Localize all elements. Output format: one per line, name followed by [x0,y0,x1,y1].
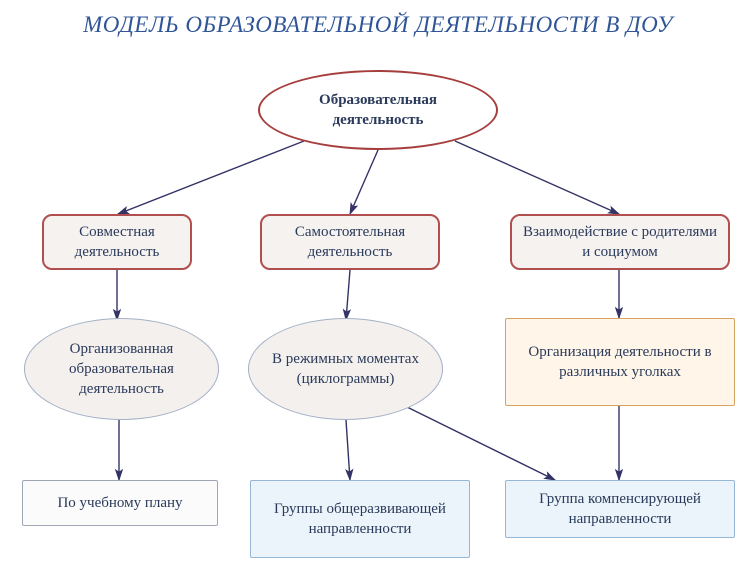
node-a2: Самостоятельная деятельность [260,214,440,270]
node-a1-label: Совместная деятельность [54,222,180,263]
node-root-label: Образовательная деятельность [278,90,478,131]
node-c2-label: Группы общеразвивающей направленности [261,499,459,540]
node-a1: Совместная деятельность [42,214,192,270]
node-b3-label: Организация деятельности в различных уго… [516,342,724,383]
node-a3: Взаимодействие с родителями и социумом [510,214,730,270]
node-b1-label: Организованная образовательная деятельно… [43,339,200,400]
page-title: МОДЕЛЬ ОБРАЗОВАТЕЛЬНОЙ ДЕЯТЕЛЬНОСТИ В ДО… [0,12,756,38]
node-c2: Группы общеразвивающей направленности [250,480,470,558]
node-a3-label: Взаимодействие с родителями и социумом [522,222,718,263]
arrow-4 [346,270,350,320]
arrow-8 [407,407,555,480]
node-c1: По учебному плану [22,480,218,526]
node-b3: Организация деятельности в различных уго… [505,318,735,406]
arrow-1 [350,150,378,214]
arrow-0 [118,141,304,214]
node-c1-label: По учебному плану [57,493,182,513]
node-c3-label: Группа компенсирующей направленности [516,489,724,530]
node-c3: Группа компенсирующей направленности [505,480,735,538]
node-b2: В режимных моментах (циклограммы) [248,318,443,420]
arrow-2 [455,141,619,214]
node-a2-label: Самостоятельная деятельность [272,222,428,263]
node-root: Образовательная деятельность [258,70,498,150]
node-b1: Организованная образовательная деятельно… [24,318,219,420]
arrow-7 [346,420,350,480]
node-b2-label: В режимных моментах (циклограммы) [267,349,424,390]
